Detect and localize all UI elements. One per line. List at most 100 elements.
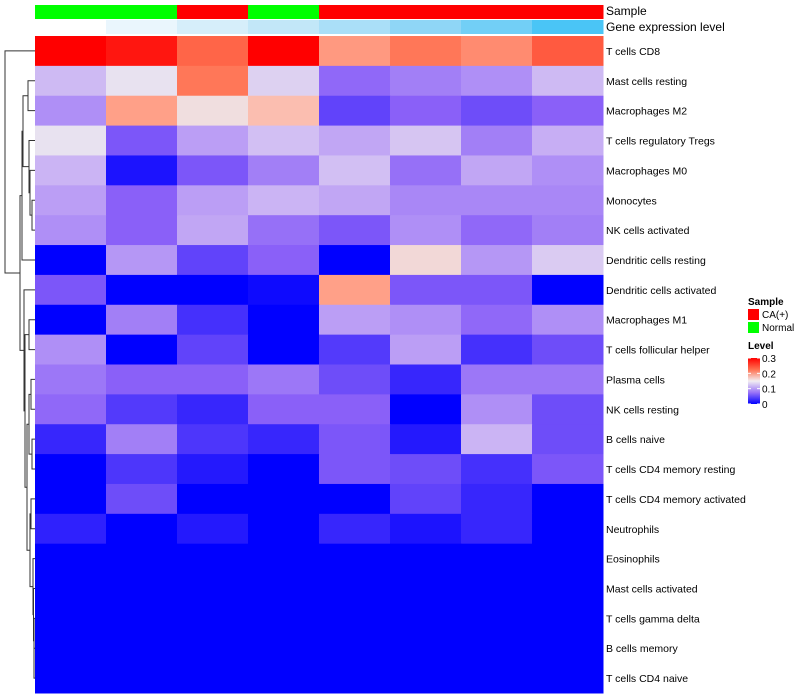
heatmap-cell — [390, 155, 462, 186]
heatmap-cell — [461, 334, 533, 365]
dendrogram-branch — [28, 319, 35, 351]
gene-expression-annotation-cell — [390, 20, 462, 34]
legend-swatch-ca — [748, 309, 759, 320]
row-label: Dendritic cells activated — [606, 285, 716, 297]
heatmap-cell — [461, 125, 533, 156]
heatmap-cell — [248, 155, 320, 186]
row-label: Mast cells activated — [606, 583, 698, 595]
dendrogram-branch — [30, 378, 35, 410]
dendrogram-branch — [23, 289, 35, 412]
heatmap-cell — [461, 513, 533, 545]
heatmap-cell — [106, 364, 178, 395]
heatmap-cell — [390, 65, 462, 97]
heatmap-cell — [106, 603, 178, 634]
row-label: NK cells resting — [606, 404, 679, 416]
heatmap-cell — [319, 215, 391, 246]
heatmap-cell — [461, 424, 533, 455]
heatmap-cell — [248, 125, 320, 156]
heatmap-cell — [177, 483, 249, 515]
gene-expression-annotation-cell — [461, 20, 533, 34]
heatmap-cell — [177, 334, 249, 365]
heatmap-cell — [319, 245, 391, 276]
gene-expression-annotation-cell — [177, 20, 249, 34]
heatmap-cell — [532, 424, 604, 455]
sample-annotation-cell — [35, 5, 107, 19]
heatmap-cell — [35, 543, 107, 575]
heatmap-cell — [319, 603, 391, 634]
heatmap-cell — [461, 663, 533, 694]
heatmap-cell — [532, 543, 604, 575]
heatmap-cell — [532, 215, 604, 246]
heatmap-cell — [106, 304, 178, 336]
heatmap-cell — [319, 155, 391, 186]
dendrogram-branch — [4, 50, 35, 274]
gene-expression-annotation-cell — [106, 20, 178, 34]
heatmap-cell — [248, 424, 320, 455]
heatmap-cell — [248, 483, 320, 515]
heatmap-cell — [390, 513, 462, 545]
heatmap-cell — [35, 364, 107, 395]
heatmap-cell — [35, 663, 107, 694]
legend-tick-label: 0.1 — [762, 385, 776, 396]
heatmap-cell — [177, 95, 249, 127]
heatmap-cell — [35, 125, 107, 156]
heatmap-cell — [177, 454, 249, 485]
heatmap-cell — [35, 603, 107, 634]
heatmap-cell — [532, 483, 604, 515]
heatmap-cell — [461, 185, 533, 216]
legend-label-normal: Normal — [762, 323, 794, 334]
heatmap-cell — [461, 95, 533, 127]
heatmap-cell — [248, 573, 320, 604]
dendrogram-branch — [31, 438, 35, 470]
heatmap-cell — [390, 274, 462, 306]
heatmap-cell — [390, 543, 462, 575]
heatmap-cell — [35, 454, 107, 485]
heatmap-cell — [461, 155, 533, 186]
heatmap-cell — [390, 633, 462, 664]
heatmap-cell — [177, 633, 249, 664]
row-labels: T cells CD8 Mast cells resting Macrophages… — [606, 46, 746, 685]
heatmap-cell — [35, 513, 107, 545]
heatmap-cell — [319, 334, 391, 365]
heatmap-cell — [248, 185, 320, 216]
heatmap-cell — [390, 95, 462, 127]
heatmap-cell — [106, 513, 178, 545]
heatmap-cell — [35, 185, 107, 216]
row-label: T cells gamma delta — [606, 613, 700, 625]
heatmap-cell — [319, 483, 391, 515]
sample-annotation-cell — [319, 5, 391, 19]
heatmap-cell — [177, 513, 249, 545]
heatmap-cell — [106, 36, 178, 67]
heatmap-cell — [35, 334, 107, 365]
heatmap-cell — [106, 573, 178, 604]
heatmap-cell — [532, 603, 604, 634]
heatmap-cell — [35, 394, 107, 425]
heatmap-cell — [532, 36, 604, 67]
heatmap-cell — [461, 394, 533, 425]
heatmap-cell — [177, 155, 249, 186]
heatmap-cell — [532, 633, 604, 664]
heatmap-cell — [319, 36, 391, 67]
heatmap-cell — [248, 454, 320, 485]
heatmap-cell — [532, 245, 604, 276]
heatmap-cell — [390, 334, 462, 365]
heatmap-cell — [35, 274, 107, 306]
heatmap-cell — [177, 543, 249, 575]
heatmap-cell — [177, 364, 249, 395]
heatmap-cell — [106, 454, 178, 485]
sample-annotation-cell — [461, 5, 533, 19]
heatmap-cell — [35, 155, 107, 186]
heatmap-cell — [390, 185, 462, 216]
heatmap-cell — [532, 663, 604, 694]
heatmap-cell — [390, 215, 462, 246]
heatmap-cell — [35, 95, 107, 127]
heatmap-cell — [35, 483, 107, 515]
heatmap-cell — [319, 633, 391, 664]
row-label: Eosinophils — [606, 554, 660, 566]
gene-expression-annotation-cell — [532, 20, 604, 34]
gene-expression-annotation-cell — [35, 20, 107, 34]
legend-level-colorbar — [748, 358, 760, 404]
sample-annotation-cell — [390, 5, 462, 19]
heatmap-cell — [390, 304, 462, 336]
